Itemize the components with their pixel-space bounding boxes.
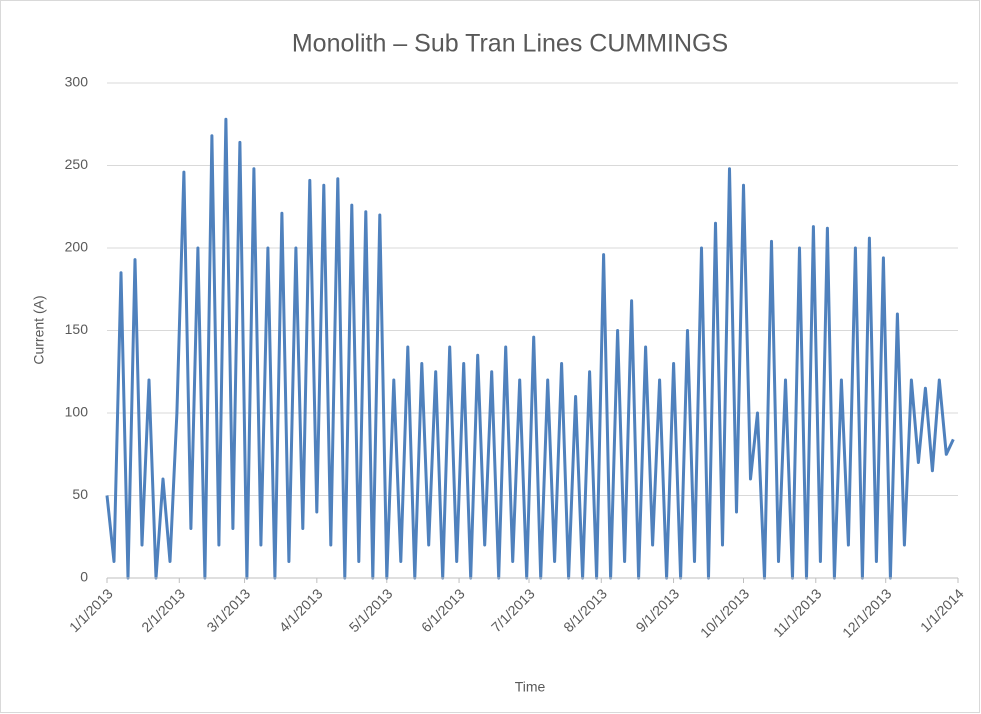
y-tick-label: 100 [65,404,89,420]
y-tick-label: 50 [72,486,88,502]
y-axis-title: Current (A) [31,295,47,364]
y-tick-label: 250 [65,156,89,172]
chart-title: Monolith – Sub Tran Lines CUMMINGS [292,30,728,58]
data-line [105,117,955,580]
y-tick-label: 150 [65,321,89,337]
y-tick-label: 300 [65,74,89,90]
x-axis-title: Time [515,679,546,695]
y-tick-label: 200 [65,239,89,255]
y-tick-label: 0 [80,569,88,585]
